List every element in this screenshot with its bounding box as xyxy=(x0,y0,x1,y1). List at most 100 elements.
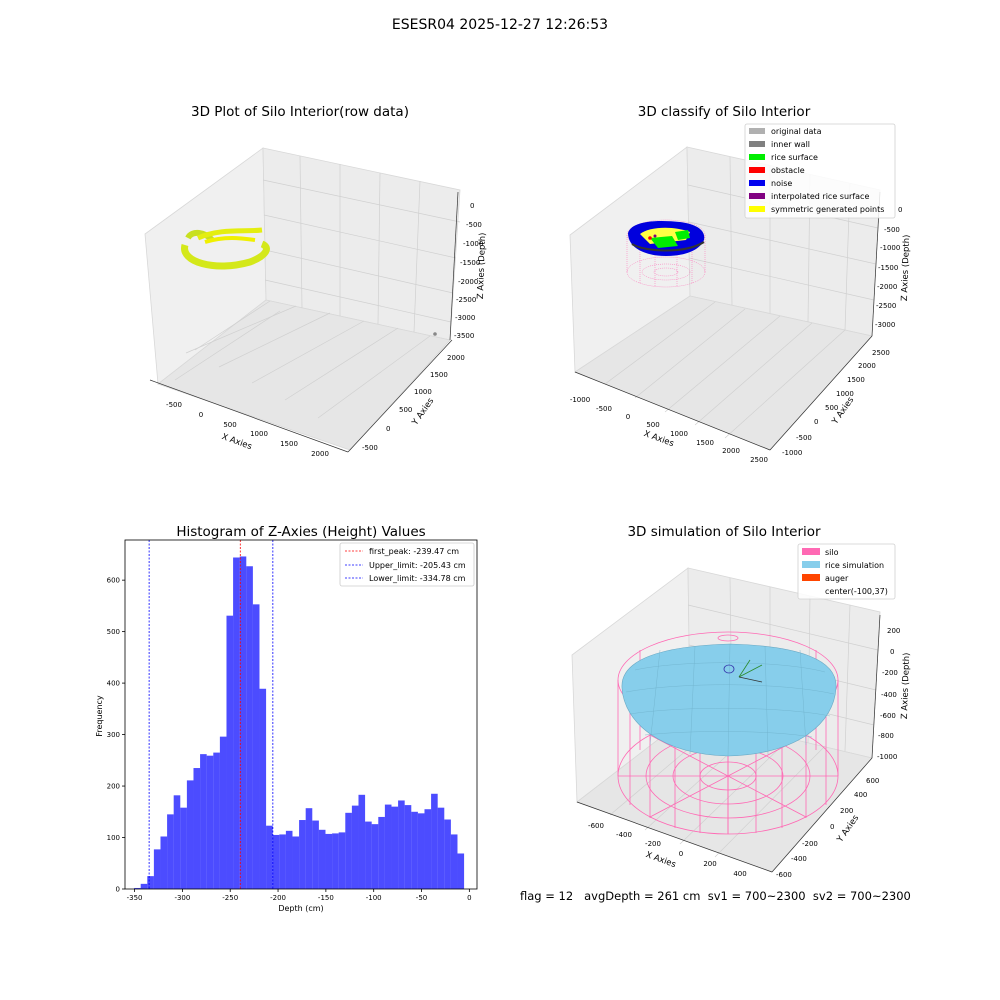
histogram-bar xyxy=(398,800,405,889)
panel-classify-3d-title: 3D classify of Silo Interior xyxy=(638,104,811,120)
histogram-bar xyxy=(391,806,399,889)
center-axes-marker xyxy=(723,659,763,683)
histogram-bar xyxy=(226,615,234,889)
panel4-xlabel: X Axies xyxy=(644,850,677,870)
panel1-xlabel: X Axies xyxy=(220,432,253,452)
x-tick-label: 0 xyxy=(467,894,471,902)
tick: -2000 xyxy=(458,278,478,286)
legend-swatch xyxy=(749,193,765,199)
histogram-bar xyxy=(206,755,214,889)
legend-swatch xyxy=(749,128,765,134)
tick: -400 xyxy=(616,831,632,839)
panel-classify-3d: 3D classify of Silo Interior xyxy=(569,104,912,464)
legend-label: rice surface xyxy=(771,153,818,162)
tick: -2500 xyxy=(456,296,476,304)
tick: -500 xyxy=(166,401,182,409)
legend-label: inner wall xyxy=(771,140,810,149)
histogram-bar xyxy=(266,825,273,889)
histogram-chart: Histogram of Z-Axies (Height) Values -35… xyxy=(95,524,478,913)
histogram-bar xyxy=(404,805,412,889)
panel1-zlabel: Z Axies (Depth) xyxy=(476,232,488,299)
classified-points xyxy=(628,221,705,256)
x-tick-label: -200 xyxy=(270,894,286,902)
tick: -1500 xyxy=(460,259,480,267)
x-tick-label: -300 xyxy=(174,894,190,902)
histogram-bar xyxy=(312,820,319,889)
panel2-zlabel: Z Axies (Depth) xyxy=(900,234,912,301)
legend-swatch xyxy=(802,574,820,581)
panel-simulation-3d-title: 3D simulation of Silo Interior xyxy=(627,524,821,540)
histogram-bar xyxy=(371,824,379,889)
histogram-bar xyxy=(332,833,339,889)
tick: 500 xyxy=(399,406,412,414)
histogram-bar xyxy=(134,887,141,889)
histogram-bar xyxy=(338,832,346,889)
tick: 500 xyxy=(223,421,236,429)
legend-swatch xyxy=(802,548,820,555)
tick: -500 xyxy=(796,434,812,442)
tick: -500 xyxy=(466,221,482,229)
tick: 0 xyxy=(626,413,630,421)
tick: -1000 xyxy=(570,396,590,404)
panel-raw-3d-title: 3D Plot of Silo Interior(row data) xyxy=(191,104,409,120)
legend-label: auger xyxy=(825,574,849,583)
tick: 200 xyxy=(703,860,716,868)
tick: -400 xyxy=(881,691,897,699)
panel-simulation-3d: 3D simulation of Silo Interior xyxy=(571,524,912,879)
legend-label: Upper_limit: -205.43 cm xyxy=(369,561,466,570)
y-tick-label: 600 xyxy=(107,577,120,585)
tick: 2000 xyxy=(722,447,740,455)
histogram-bar xyxy=(437,807,445,889)
panel4-xticks: -600 -400 -200 0 200 400 xyxy=(588,822,747,878)
panel2-xticks: -1000 -500 0 500 1000 1500 2000 2500 xyxy=(570,396,768,464)
tick: 1500 xyxy=(430,371,448,379)
histogram-bar xyxy=(213,752,220,889)
histogram-bar xyxy=(173,795,181,889)
footer-status-text: flag = 12 avgDepth = 261 cm sv1 = 700~23… xyxy=(520,889,911,903)
raw-data-points xyxy=(181,227,437,336)
panel2-zticks: 0 -500 -1000 -1500 -2000 -2500 -3000 xyxy=(875,206,902,329)
histogram-bar xyxy=(417,813,425,889)
histogram-bar xyxy=(325,833,333,889)
histogram-bar xyxy=(444,819,451,889)
tick: 400 xyxy=(733,870,746,878)
panel2-yticks: -1000 -500 0 500 1000 1500 2000 2500 xyxy=(782,349,890,457)
x-tick-label: -150 xyxy=(318,894,334,902)
tick: 0 xyxy=(898,206,902,214)
y-tick-label: 500 xyxy=(107,628,120,636)
tick: 1500 xyxy=(847,376,865,384)
legend-label: silo xyxy=(825,548,839,557)
histogram-bar xyxy=(279,834,286,889)
tick: -400 xyxy=(791,855,807,863)
legend-swatch xyxy=(749,154,765,160)
tick: -200 xyxy=(645,840,661,848)
tick: 0 xyxy=(199,411,203,419)
tick: 0 xyxy=(679,850,683,858)
tick: 2000 xyxy=(311,450,329,458)
histogram-bar xyxy=(351,805,359,889)
legend-swatch xyxy=(802,561,820,568)
histogram-bar xyxy=(411,811,418,889)
histogram-bar xyxy=(358,794,366,889)
x-tick-label: -50 xyxy=(416,894,427,902)
histogram-frame xyxy=(124,539,478,890)
x-tick-label: -100 xyxy=(366,894,382,902)
histogram-xlabel: Depth (cm) xyxy=(278,904,323,913)
tick: -3000 xyxy=(875,321,895,329)
tick: 1000 xyxy=(836,390,854,398)
histogram-bar xyxy=(219,736,227,889)
panel4-legend: silo rice simulation auger center(-100,3… xyxy=(797,543,896,600)
legend-swatch xyxy=(749,206,765,212)
y-tick-label: 400 xyxy=(107,680,120,688)
histogram-bar xyxy=(450,834,458,889)
histogram-bar xyxy=(431,793,438,889)
tick: 500 xyxy=(646,421,659,429)
histogram-bar xyxy=(186,780,194,889)
legend-label: obstacle xyxy=(771,166,805,175)
tick: -3000 xyxy=(455,314,475,322)
histogram-title: Histogram of Z-Axies (Height) Values xyxy=(176,524,425,540)
histogram-bar xyxy=(259,688,267,889)
tick: -600 xyxy=(880,712,896,720)
y-tick-label: 200 xyxy=(107,783,120,791)
tick: 200 xyxy=(887,627,900,635)
